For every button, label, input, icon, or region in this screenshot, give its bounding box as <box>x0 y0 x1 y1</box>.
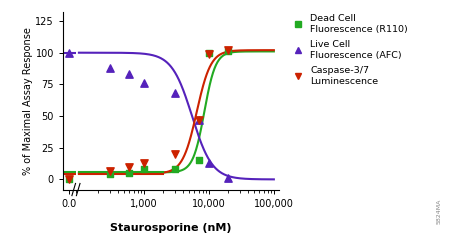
Text: 5824MA: 5824MA <box>436 198 441 224</box>
Point <box>140 167 148 171</box>
Y-axis label: % of Maximal Assay Response: % of Maximal Assay Response <box>22 27 32 175</box>
Point <box>140 81 148 85</box>
Point <box>66 177 73 181</box>
Point <box>171 167 179 171</box>
Point <box>195 158 203 162</box>
Point <box>171 152 179 156</box>
Text: Staurosporine (nM): Staurosporine (nM) <box>110 223 232 233</box>
Point <box>106 172 113 176</box>
Point <box>126 171 133 175</box>
Point <box>66 51 73 55</box>
Point <box>126 72 133 76</box>
Point <box>106 169 113 173</box>
Point <box>205 51 212 55</box>
Point <box>171 91 179 95</box>
Point <box>225 50 232 53</box>
Point <box>205 161 212 165</box>
Point <box>66 177 73 181</box>
Point <box>126 165 133 169</box>
Point <box>195 118 203 122</box>
Legend: Dead Cell
Fluorescence (R110), Live Cell
Fluorescence (AFC), Caspase-3/7
Lumines: Dead Cell Fluorescence (R110), Live Cell… <box>288 13 409 87</box>
Point <box>140 161 148 165</box>
Point <box>225 48 232 52</box>
Point <box>225 176 232 180</box>
Point <box>195 118 203 122</box>
Point <box>106 66 113 70</box>
Point <box>205 52 212 56</box>
